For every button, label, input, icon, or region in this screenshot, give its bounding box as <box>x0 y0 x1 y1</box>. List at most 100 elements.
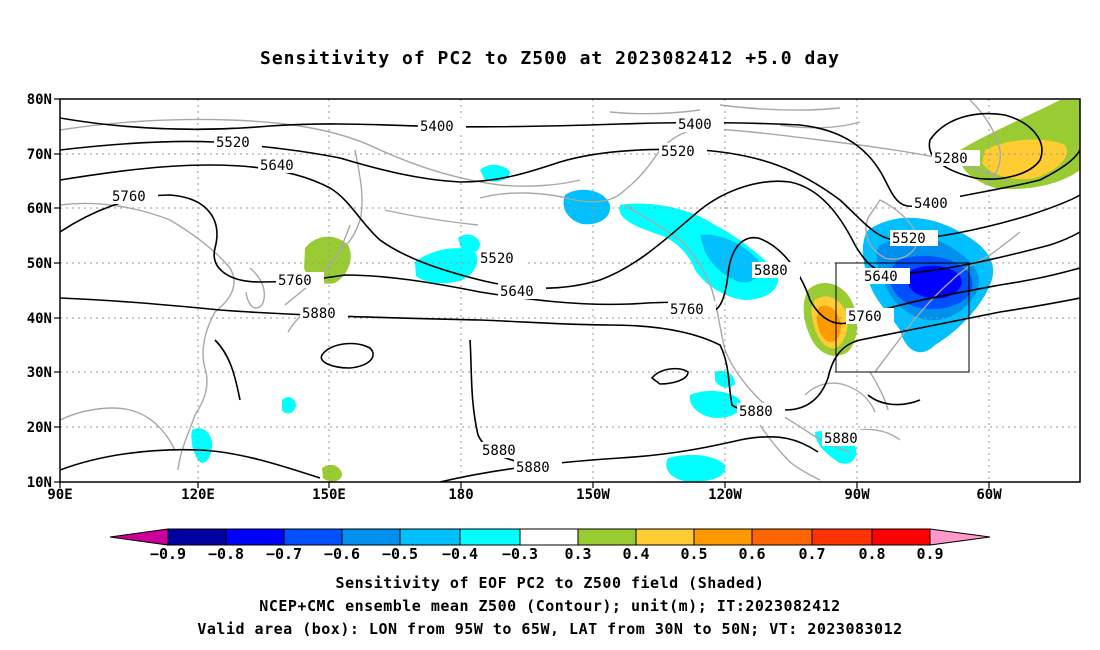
lon-label: 150E <box>312 487 346 503</box>
colorbar-labels: −0.9 −0.8 −0.7 −0.6 −0.5 −0.4 −0.3 0.3 0… <box>150 545 944 563</box>
lon-label: 180 <box>448 487 473 503</box>
lon-label: 90W <box>844 487 870 503</box>
coast-kamchatka <box>339 149 363 251</box>
colorbar-box <box>283 528 343 546</box>
contour-label: 5760 <box>278 273 312 289</box>
contour-label: 5880 <box>824 431 858 447</box>
contour-label: 5880 <box>754 263 788 279</box>
coast-siberia <box>60 118 581 187</box>
colorbar-label: −0.8 <box>208 545 244 563</box>
coast-na-east <box>874 231 1021 373</box>
coastlines <box>60 99 1021 481</box>
lon-label: 90E <box>47 487 72 503</box>
colorbar-label: −0.3 <box>502 545 538 563</box>
contour-labels: 5400 5400 5520 5520 5520 5280 5400 5520 … <box>110 116 980 476</box>
colorbar-box <box>459 528 521 546</box>
contour-label: 5400 <box>420 119 454 135</box>
colorbar-label: 0.8 <box>858 545 885 563</box>
lon-label: 120E <box>181 487 215 503</box>
colorbar-label: −0.4 <box>442 545 478 563</box>
neg-shade-mexico-2 <box>715 370 735 388</box>
colorbar-label: 0.3 <box>564 545 591 563</box>
contour-label: 5640 <box>864 269 898 285</box>
contour-5280 <box>928 112 1043 180</box>
neg-shade-pacific-1-core <box>700 234 761 283</box>
colorbar-box <box>811 528 873 546</box>
coast-arctic-islands <box>609 104 861 129</box>
contour-label: 5520 <box>480 251 514 267</box>
lat-label: 10N <box>27 475 52 491</box>
colorbar-box <box>341 528 401 546</box>
neg-shade-pacific-4 <box>458 234 480 254</box>
neg-shade-nw-pac <box>282 397 296 414</box>
lon-label: 150W <box>576 487 610 503</box>
lon-label: 60W <box>976 487 1002 503</box>
pos-shade-japan <box>304 236 351 284</box>
valid-area-box <box>835 262 970 373</box>
colorbar-high-arrow <box>929 528 991 546</box>
pos-shade-greenland-core <box>982 139 1067 180</box>
contour-label: 5640 <box>500 284 534 300</box>
lat-label: 40N <box>27 311 52 327</box>
coast-aleutians <box>384 209 479 226</box>
plot-frame <box>59 98 1081 483</box>
colorbar-label: −0.7 <box>266 545 302 563</box>
colorbar-label: −0.5 <box>382 545 418 563</box>
contour-5880-closed <box>320 342 374 369</box>
contour-label: 5520 <box>216 135 250 151</box>
colorbar-label: −0.9 <box>150 545 186 563</box>
colorbar-low-arrow <box>109 528 169 546</box>
colorbar-label: 0.6 <box>738 545 765 563</box>
contour-label: 5760 <box>112 189 146 205</box>
coast-korea <box>245 267 266 309</box>
colorbar-label: 0.5 <box>680 545 707 563</box>
coast-hudson-bay <box>865 199 919 260</box>
caption-valid-area: Valid area (box): LON from 95W to 65W, L… <box>197 620 903 638</box>
coast-canada-arctic <box>699 127 1011 183</box>
contour-5880 <box>60 297 1080 412</box>
coast-na-west <box>624 204 851 453</box>
neg-shade-pacific-2 <box>563 189 611 225</box>
contour-label: 5760 <box>670 302 704 318</box>
contour-label: 5640 <box>260 158 294 174</box>
contour-label: 5880 <box>739 404 773 420</box>
colorbar-box <box>693 528 753 546</box>
lat-label: 20N <box>27 420 52 436</box>
lon-labels: 90E 120E 150E 180 150W 120W 90W 60W <box>47 487 1002 503</box>
caption-contour: NCEP+CMC ensemble mean Z500 (Contour); u… <box>259 597 841 615</box>
lat-label: 60N <box>27 201 52 217</box>
coast-gulf-mexico <box>804 382 876 413</box>
colorbar-box <box>577 528 637 546</box>
lon-label: 120W <box>708 487 742 503</box>
colorbar-box <box>399 528 461 546</box>
contour-label: 5880 <box>516 460 550 476</box>
contour-label: 5400 <box>678 117 712 133</box>
lat-label: 30N <box>27 365 52 381</box>
contour-label: 5760 <box>848 309 882 325</box>
contour-label: 5880 <box>482 443 516 459</box>
neg-shade-mexico <box>689 390 742 418</box>
lat-labels: 80N 70N 60N 50N 40N 30N 20N 10N <box>27 92 52 491</box>
contour-label: 5880 <box>302 306 336 322</box>
neg-shade-philippines <box>191 428 213 463</box>
contour-label: 5400 <box>914 196 948 212</box>
contour-label: 5520 <box>892 231 926 247</box>
coast-cuba <box>859 428 901 441</box>
colorbar-box <box>225 528 285 546</box>
colorbar-box <box>635 528 695 546</box>
contour-5880-atl <box>867 394 921 406</box>
neg-shade-central-am <box>666 454 726 482</box>
colorbar-box <box>167 528 227 546</box>
colorbar-label: 0.4 <box>622 545 649 563</box>
lat-label: 80N <box>27 92 52 108</box>
contour-5880-mex <box>650 367 689 385</box>
pos-shade-wpac-south <box>322 464 342 482</box>
map-title: Sensitivity of PC2 to Z500 at 2023082412… <box>259 48 840 69</box>
contour-label: 5280 <box>934 151 968 167</box>
coast-alaska <box>479 127 701 203</box>
contour-label: 5520 <box>661 144 695 160</box>
lat-label: 70N <box>27 147 52 163</box>
grid-lines <box>60 99 1080 482</box>
coast-asia-east <box>60 202 235 471</box>
axis-ticks <box>54 98 990 488</box>
